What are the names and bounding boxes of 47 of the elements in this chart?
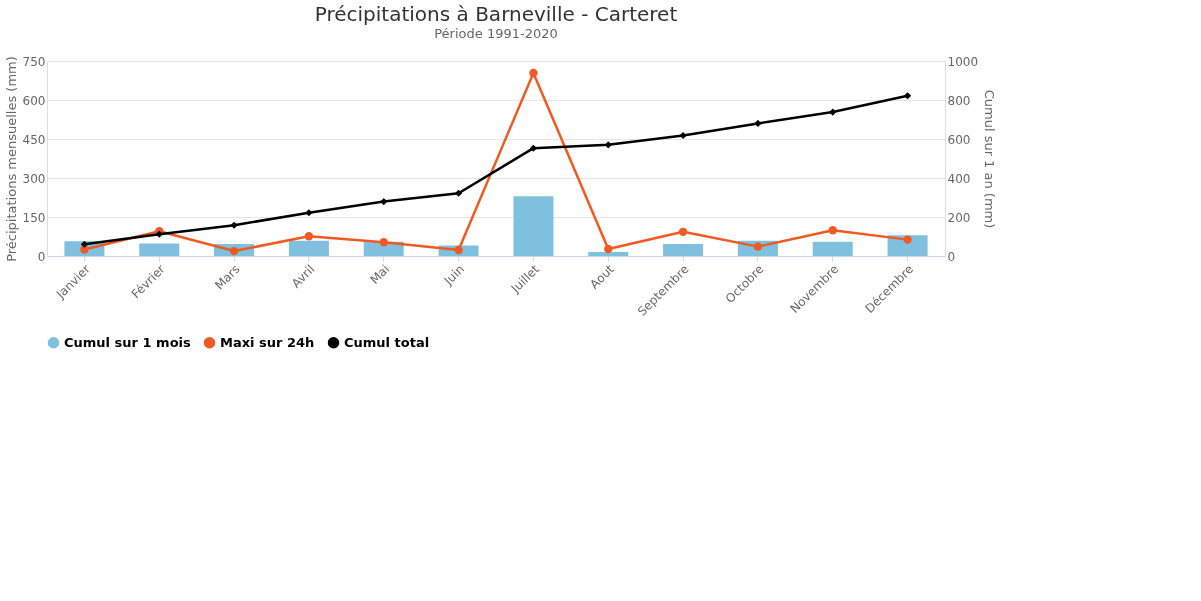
y2-axis-title: Cumul sur 1 an (mm): [982, 89, 998, 229]
point: [80, 240, 88, 248]
y-tick-label: 300: [22, 171, 46, 186]
legend-label: Cumul sur 1 mois: [64, 334, 192, 350]
bar: [663, 244, 704, 256]
legend-label: Cumul total: [344, 334, 430, 350]
point: [904, 92, 912, 100]
chart-title: Précipitations à Barneville - Carteret: [314, 2, 678, 26]
y2-tick-label: 0: [947, 249, 956, 264]
bar: [139, 243, 180, 256]
y-tick-label: 750: [22, 54, 46, 69]
bar: [288, 240, 329, 256]
y-axis-title: Précipitations mensuelles (mm): [3, 56, 19, 262]
point: [678, 227, 688, 236]
y-tick-label: 150: [22, 210, 46, 225]
point: [380, 198, 388, 206]
point: [455, 189, 463, 197]
y2-tick-label: 800: [947, 93, 971, 108]
y2-tick-label: 1000: [947, 54, 979, 69]
point: [753, 242, 763, 251]
point: [229, 246, 239, 256]
chart-subtitle: Période 1991-2020: [434, 26, 558, 41]
y2-tick-label: 200: [947, 210, 971, 225]
y-tick-label: 450: [22, 132, 46, 147]
point: [828, 226, 837, 235]
bar: [588, 252, 629, 256]
point: [754, 119, 762, 127]
point: [604, 141, 612, 149]
x-tick-label: Mai: [367, 262, 393, 287]
point: [529, 144, 537, 152]
y-tick-label: 0: [37, 249, 46, 264]
point: [305, 209, 313, 217]
y2-tick-label: 600: [947, 132, 971, 147]
point: [304, 232, 314, 241]
bar: [812, 241, 853, 256]
point: [679, 131, 687, 140]
y2-tick-label: 400: [947, 171, 971, 186]
point: [454, 245, 463, 255]
bar: [513, 196, 554, 256]
point: [903, 235, 912, 244]
point: [230, 221, 238, 229]
legend-label: Maxi sur 24h: [220, 334, 315, 350]
point: [604, 244, 613, 254]
y-tick-label: 600: [22, 93, 46, 108]
point: [529, 68, 538, 78]
point: [379, 238, 388, 247]
point: [829, 108, 837, 116]
